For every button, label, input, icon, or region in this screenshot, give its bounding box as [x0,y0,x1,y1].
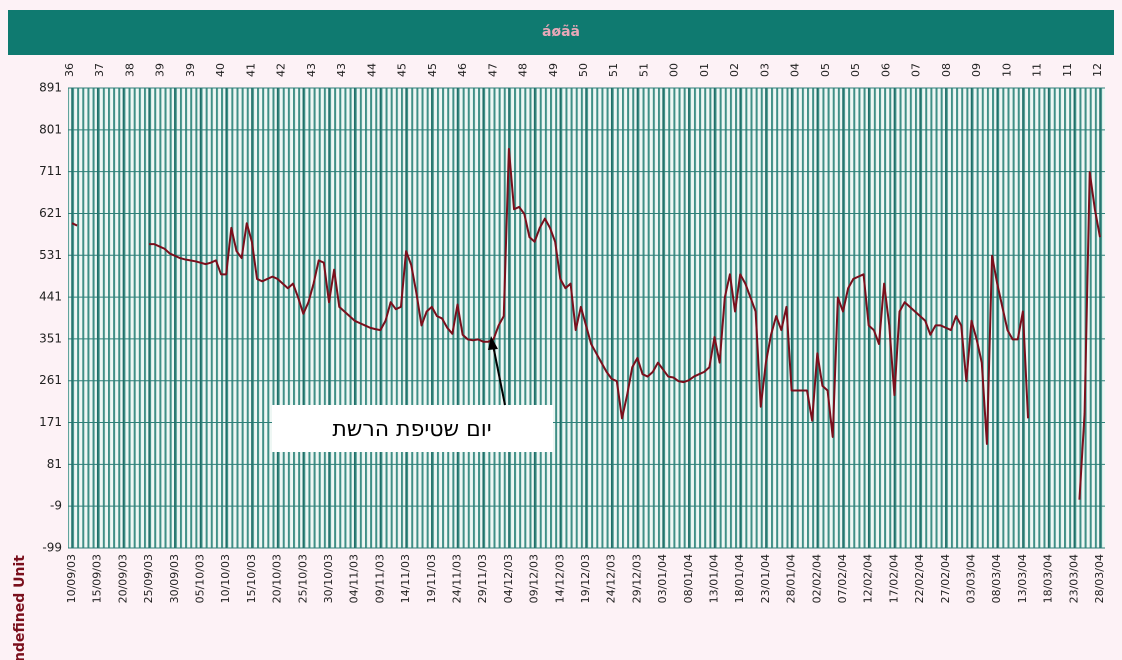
x-tick-label: 27/02/04 [939,554,952,603]
x-tick-label: 08/01/04 [682,554,695,603]
x-tick-label: 30/10/03 [322,554,335,603]
y-tick-label: 531 [39,248,62,262]
x-tick-label: 23/03/04 [1067,554,1080,603]
y-tick-label: -99 [42,541,62,555]
week-label: 38 [123,63,136,77]
x-tick-label: 13/03/04 [1016,554,1029,603]
x-tick-label: 18/03/04 [1042,554,1055,603]
annotation-box [272,405,553,452]
week-label: 43 [335,63,348,77]
x-tick-label: 18/01/04 [733,554,746,603]
x-tick-label: 07/02/04 [836,554,849,603]
week-label: 51 [637,63,650,77]
y-tick-label: 621 [39,206,62,220]
x-tick-label: 04/11/03 [348,554,361,603]
week-label: 12 [1091,63,1104,77]
week-label: 41 [244,63,257,77]
week-label: 42 [275,63,288,77]
week-label: 40 [214,63,227,77]
y-tick-label: 171 [39,415,62,429]
week-label: 06 [879,63,892,77]
x-tick-label: 13/01/04 [708,554,721,603]
x-tick-label: 02/02/04 [810,554,823,603]
x-tick-label: 14/12/03 [553,554,566,603]
week-label: 39 [154,63,167,77]
y-tick-label: 81 [47,457,62,471]
x-tick-label: 30/09/03 [168,554,181,603]
x-tick-label: 25/09/03 [142,554,155,603]
week-label: 08 [940,63,953,77]
week-label: 03 [758,63,771,77]
week-label: 07 [910,63,923,77]
week-label: 48 [517,63,530,77]
x-tick-label: 28/03/04 [1093,554,1106,603]
week-label: 10 [1000,63,1013,77]
week-label: 51 [607,63,620,77]
week-label: 45 [426,63,439,77]
y-tick-label: 711 [39,164,62,178]
week-label: 39 [184,63,197,77]
x-tick-label: 08/03/04 [990,554,1003,603]
x-tick-label: 29/12/03 [630,554,643,603]
x-tick-label: 20/09/03 [116,554,129,603]
y-tick-label: 351 [39,331,62,345]
x-tick-label: 19/11/03 [425,554,438,603]
x-tick-label: 22/02/04 [913,554,926,603]
week-label: 00 [668,63,681,77]
x-tick-label: 03/03/04 [965,554,978,603]
x-tick-label: 19/12/03 [579,554,592,603]
header-bar [8,10,1114,55]
x-tick-label: 09/12/03 [528,554,541,603]
y-tick-label: 891 [39,81,62,95]
x-tick-label: 20/10/03 [271,554,284,603]
x-tick-label: 03/01/04 [656,554,669,603]
y-tick-label: 441 [39,290,62,304]
week-label: 09 [970,63,983,77]
x-tick-label: 15/09/03 [91,554,104,603]
x-tick-label: 10/10/03 [219,554,232,603]
x-tick-label: 15/10/03 [245,554,258,603]
week-label: 36 [63,63,76,77]
y-axis-label: Undefined Unit [12,555,28,660]
x-tick-label: 23/01/04 [759,554,772,603]
x-tick-label: 29/11/03 [476,554,489,603]
week-label: 05 [849,63,862,77]
week-label: 11 [1031,63,1044,77]
x-tick-label: 24/11/03 [451,554,464,603]
week-label: 46 [456,63,469,77]
data-line [71,147,1101,500]
week-label: 05 [819,63,832,77]
x-tick-label: 24/12/03 [605,554,618,603]
week-label: 50 [577,63,590,77]
x-tick-label: 09/11/03 [373,554,386,603]
week-label: 47 [486,63,499,77]
week-label: 43 [305,63,318,77]
y-tick-label: -9 [50,499,62,513]
annotation-text: יום שטיפת הרשת [332,417,491,442]
week-label: 11 [1061,63,1074,77]
week-label: 44 [365,63,378,77]
y-tick-label: 261 [39,373,62,387]
x-tick-label: 28/01/04 [785,554,798,603]
chart-title: áøãä [542,24,580,40]
week-label: 01 [698,63,711,77]
week-label: 45 [396,63,409,77]
week-label: 37 [93,63,106,77]
week-label: 04 [789,63,802,77]
x-tick-label: 14/11/03 [399,554,412,603]
x-tick-label: 10/09/03 [65,554,78,603]
x-tick-label: 05/10/03 [194,554,207,603]
x-tick-label: 17/02/04 [887,554,900,603]
annotation-arrow [492,344,506,406]
x-tick-label: 04/12/03 [502,554,515,603]
x-tick-label: 12/02/04 [862,554,875,603]
annotation-arrowhead [488,336,498,350]
week-label: 49 [547,63,560,77]
y-tick-label: 801 [39,122,62,136]
week-label: 02 [728,63,741,77]
x-tick-label: 25/10/03 [296,554,309,603]
